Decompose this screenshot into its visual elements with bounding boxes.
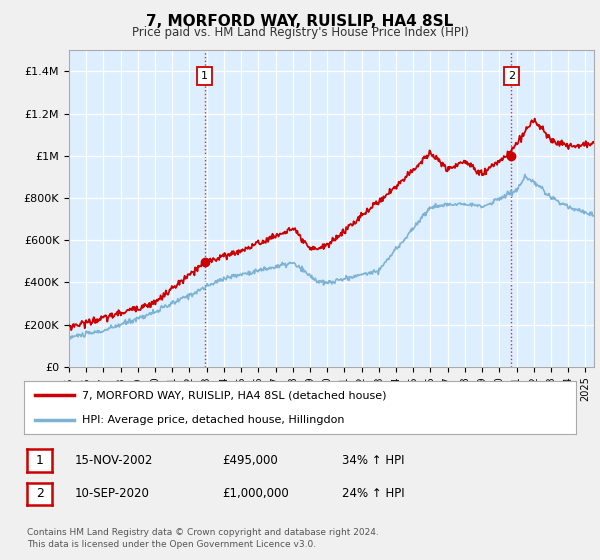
Text: 2: 2: [35, 487, 44, 501]
Text: £495,000: £495,000: [222, 454, 278, 467]
Text: Contains HM Land Registry data © Crown copyright and database right 2024.
This d: Contains HM Land Registry data © Crown c…: [27, 528, 379, 549]
Text: Price paid vs. HM Land Registry's House Price Index (HPI): Price paid vs. HM Land Registry's House …: [131, 26, 469, 39]
Text: HPI: Average price, detached house, Hillingdon: HPI: Average price, detached house, Hill…: [82, 414, 344, 424]
Text: 10-SEP-2020: 10-SEP-2020: [75, 487, 150, 501]
Text: £1,000,000: £1,000,000: [222, 487, 289, 501]
Text: 24% ↑ HPI: 24% ↑ HPI: [342, 487, 404, 501]
Text: 7, MORFORD WAY, RUISLIP, HA4 8SL (detached house): 7, MORFORD WAY, RUISLIP, HA4 8SL (detach…: [82, 390, 386, 400]
Text: 7, MORFORD WAY, RUISLIP, HA4 8SL: 7, MORFORD WAY, RUISLIP, HA4 8SL: [146, 14, 454, 29]
Text: 34% ↑ HPI: 34% ↑ HPI: [342, 454, 404, 467]
Text: 15-NOV-2002: 15-NOV-2002: [75, 454, 154, 467]
Text: 1: 1: [201, 71, 208, 81]
Text: 2: 2: [508, 71, 515, 81]
Text: 1: 1: [35, 454, 44, 467]
